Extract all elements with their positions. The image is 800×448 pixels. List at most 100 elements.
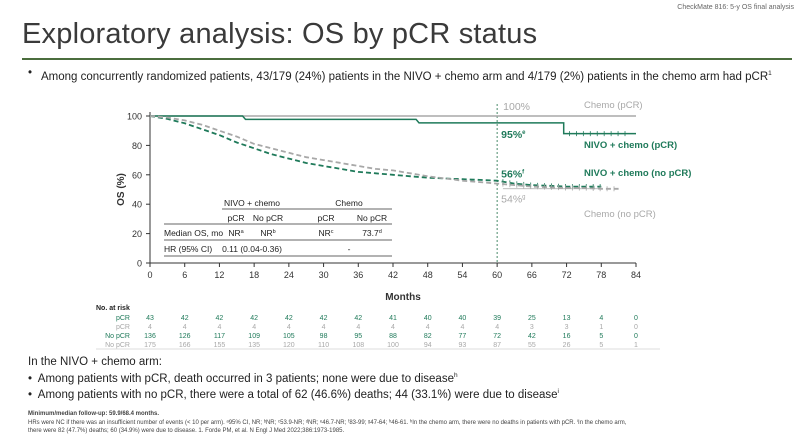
series-label: NIVO + chemo (no pCR) [584, 168, 691, 179]
at-risk-value: 88 [389, 333, 397, 340]
at-risk-value: 117 [214, 333, 225, 340]
at-risk-value: 166 [179, 342, 191, 349]
at-risk-value: 4 [287, 324, 291, 331]
at-risk-value: 41 [389, 315, 397, 322]
table-cell-sup: a [241, 229, 245, 235]
x-axis-label: Months [385, 292, 421, 303]
at-risk-value: 4 [217, 324, 221, 331]
at-risk-value: 26 [563, 342, 571, 349]
at-risk-value: 136 [144, 333, 156, 340]
at-risk-value: 0 [634, 315, 638, 322]
at-risk-value: 98 [320, 333, 328, 340]
at-risk-value: 42 [354, 315, 362, 322]
at-risk-value: 16 [563, 333, 571, 340]
at-risk-value: 93 [459, 342, 467, 349]
table-cell-value: 73.7 [362, 228, 379, 238]
source-label: CheckMate 816: 5-y OS final analysis [677, 4, 794, 11]
series-label: Chemo (no pCR) [584, 209, 656, 220]
x-tick-label: 24 [284, 270, 294, 280]
at-risk-value: 105 [283, 333, 295, 340]
table-cell-sup: d [379, 229, 382, 235]
x-tick-label: 66 [527, 270, 537, 280]
at-risk-value: 126 [179, 333, 191, 340]
at-risk-value: 4 [426, 324, 430, 331]
page-title: Exploratory analysis: OS by pCR status [22, 18, 538, 50]
table-cell: 0.11 (0.04-0.36) [222, 244, 282, 254]
at-risk-label: pCR [116, 324, 130, 331]
x-tick-label: 42 [388, 270, 398, 280]
table-cell: NRc [318, 228, 333, 238]
at-risk-value: 4 [599, 315, 603, 322]
y-tick-label: 60 [132, 170, 142, 180]
x-tick-label: 84 [631, 270, 641, 280]
title-divider [22, 58, 792, 60]
bottom-bullet-2-text: Among patients with no pCR, there were a… [37, 388, 558, 401]
intro-bullet-body: Among concurrently randomized patients, … [41, 70, 769, 83]
at-risk-label: pCR [116, 315, 130, 322]
bottom-bullet-1-text: Among patients with pCR, death occurred … [37, 372, 454, 385]
bottom-bullet-2-sup: i [557, 388, 559, 395]
landmark-value: 54% [501, 194, 522, 206]
x-tick-label: 36 [353, 270, 363, 280]
at-risk-value: 4 [322, 324, 326, 331]
at-risk-value: 40 [459, 315, 467, 322]
table-group-header: Chemo [335, 198, 363, 208]
at-risk-value: 0 [634, 324, 638, 331]
table-group-header: NIVO + chemo [224, 198, 280, 208]
at-risk-value: 87 [493, 342, 501, 349]
series-label: NIVO + chemo (pCR) [584, 140, 677, 151]
at-risk-value: 175 [144, 342, 156, 349]
at-risk-value: 135 [248, 342, 260, 349]
table-cell-value: NR [260, 228, 272, 238]
table-cell-value: NR [228, 228, 240, 238]
table-col-header: pCR [317, 213, 334, 223]
at-risk-value: 77 [459, 333, 467, 340]
at-risk-value: 42 [320, 315, 328, 322]
at-risk-value: 3 [565, 324, 569, 331]
at-risk-value: 39 [493, 315, 501, 322]
table-cell: NRb [260, 228, 275, 238]
at-risk-value: 4 [495, 324, 499, 331]
x-tick-label: 48 [423, 270, 433, 280]
x-tick-label: 54 [457, 270, 467, 280]
at-risk-value: 109 [248, 333, 260, 340]
table-row-label: HR (95% CI) [164, 244, 212, 254]
table-cell-value: NR [318, 228, 330, 238]
at-risk-value: 4 [356, 324, 360, 331]
x-tick-label: 30 [319, 270, 329, 280]
at-risk-value: 42 [216, 315, 224, 322]
at-risk-value: 1 [634, 342, 638, 349]
table-cell-sup: b [273, 229, 276, 235]
at-risk-value: 95 [354, 333, 362, 340]
x-tick-label: 6 [182, 270, 187, 280]
at-risk-value: 155 [214, 342, 226, 349]
at-risk-value: 1 [599, 324, 603, 331]
intro-bullet: • Among concurrently randomized patients… [28, 66, 788, 85]
at-risk-value: 72 [493, 333, 501, 340]
landmark-annotation: 100% [503, 101, 530, 113]
y-axis-label: OS (%) [116, 173, 127, 206]
series-line-3 [149, 115, 619, 190]
x-tick-label: 78 [596, 270, 606, 280]
table-cell: - [348, 244, 351, 254]
at-risk-value: 4 [183, 324, 187, 331]
landmark-annotation: 95%e [501, 129, 526, 141]
at-risk-title: No. at risk [96, 305, 130, 312]
at-risk-value: 100 [387, 342, 399, 349]
at-risk-value: 3 [530, 324, 534, 331]
y-tick-label: 20 [132, 229, 142, 239]
at-risk-value: 120 [283, 342, 295, 349]
at-risk-value: 25 [528, 315, 536, 322]
x-tick-label: 0 [147, 270, 152, 280]
footnote-line-2: there were 82 (47.7%) deaths; 60 (34.9%)… [28, 428, 345, 434]
intro-bullet-ref: 1 [768, 70, 772, 77]
at-risk-value: 4 [460, 324, 464, 331]
at-risk-label: No pCR [105, 333, 130, 340]
bottom-bullet-1-sup: h [453, 372, 458, 379]
footnote-followup: Minimum/median follow-up: 59.9/68.4 mont… [28, 411, 160, 417]
at-risk-value: 40 [424, 315, 432, 322]
y-tick-label: 80 [132, 141, 142, 151]
bottom-bullet-1: • Among patients with pCR, death occurre… [28, 372, 458, 385]
at-risk-value: 108 [352, 342, 364, 349]
